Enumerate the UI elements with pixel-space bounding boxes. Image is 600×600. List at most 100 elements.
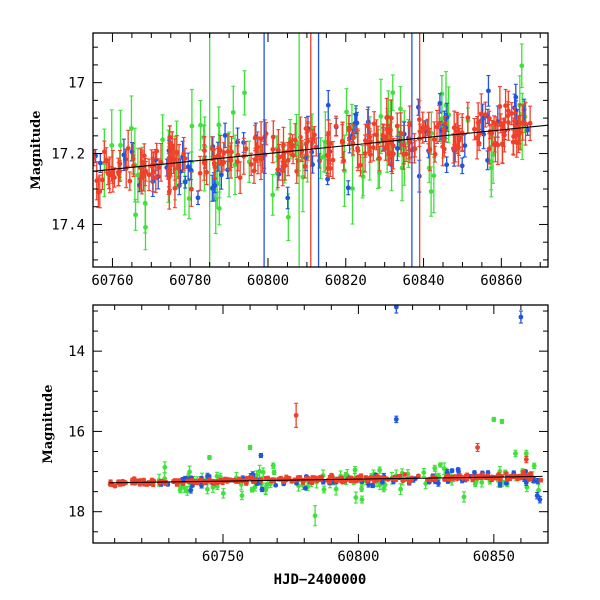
top-red-point [143, 160, 149, 182]
top-y-tick-label: 17.2 [51, 147, 85, 163]
bottom-blue-point [273, 482, 279, 488]
top-ylabel: Magnitude [29, 110, 44, 189]
top-green-point [270, 173, 276, 216]
bottom-red-point [283, 474, 289, 481]
top-red-point [330, 141, 336, 179]
top-data-points [93, 33, 533, 267]
bottom-green-point [270, 462, 276, 469]
bottom-red-point [538, 477, 544, 483]
top-red-point [486, 110, 492, 127]
bottom-ylabel: Magnitude [41, 384, 56, 463]
top-red-point [93, 149, 97, 167]
top-blue-point [325, 90, 331, 121]
top-x-tick-label: 60840 [402, 273, 444, 289]
top-panel: 60760 60780 60800 60820 60840 60860 17 17.2 17.4… [29, 32, 549, 289]
top-green-point [135, 147, 141, 203]
top-red-point [465, 101, 471, 134]
bottom-green-outlier [239, 491, 245, 501]
top-green-point [242, 70, 247, 116]
bottom-red-outlier [293, 402, 299, 428]
bottom-green-point [377, 466, 383, 474]
top-red-point [371, 111, 377, 137]
bottom-y-tick-label: 16 [68, 424, 85, 440]
top-green-point [350, 152, 355, 225]
top-y-tick-label: 17.4 [51, 217, 85, 233]
bottom-green-point [531, 462, 537, 470]
top-red-point [424, 118, 430, 137]
top-red-point [221, 154, 227, 171]
bottom-blue-outlier [393, 415, 399, 424]
top-blue-point [462, 133, 468, 158]
top-red-point [513, 111, 518, 142]
top-red-point [174, 135, 180, 170]
top-red-point [495, 125, 501, 166]
bottom-red-point [503, 471, 509, 476]
bottom-blue-outlier [258, 452, 264, 459]
top-red-point [436, 104, 442, 143]
bottom-green-point [461, 491, 467, 503]
bottom-blue-outlier [393, 305, 399, 314]
top-red-point [497, 86, 503, 127]
bottom-red-point [296, 476, 301, 482]
top-red-point [251, 157, 257, 184]
top-blue-point [97, 153, 103, 173]
top-red-point [237, 161, 243, 194]
bottom-red-outlier [523, 455, 529, 464]
bottom-data-points [107, 305, 544, 527]
top-red-point [313, 137, 319, 157]
bottom-green-point [220, 488, 226, 499]
top-red-point [166, 152, 172, 195]
bottom-red-point [450, 476, 456, 482]
bottom-green-point [432, 464, 438, 472]
bottom-green-outlier [523, 449, 529, 458]
top-green-point [230, 85, 236, 140]
top-red-point [209, 136, 215, 161]
top-red-point [431, 121, 437, 158]
top-red-point [248, 152, 254, 177]
bottom-axes-frame [92, 304, 549, 544]
top-red-point [258, 121, 264, 157]
bottom-green-point [249, 486, 255, 493]
top-red-point [215, 147, 221, 165]
bottom-red-point [236, 477, 242, 483]
bottom-red-point [174, 481, 180, 487]
bottom-red-point [325, 478, 331, 483]
top-red-point [387, 123, 393, 144]
top-red-point [398, 112, 404, 155]
top-red-point [197, 155, 203, 191]
top-red-point [302, 154, 308, 179]
top-red-point [225, 133, 231, 170]
top-red-point [312, 126, 317, 144]
top-red-point [103, 147, 109, 173]
top-red-point [517, 114, 523, 151]
top-red-point [275, 129, 281, 172]
top-red-point [125, 129, 131, 167]
top-red-point [146, 158, 152, 192]
top-red-point [500, 125, 505, 165]
bottom-green-outlier [499, 418, 505, 424]
bottom-y-tick-label: 18 [68, 505, 85, 521]
top-blue-point [459, 157, 465, 175]
bottom-red-point [401, 477, 407, 483]
top-red-point [383, 129, 389, 149]
top-red-point [333, 115, 339, 137]
top-red-point [139, 149, 145, 176]
top-red-point [346, 114, 352, 142]
bottom-green-outlier [312, 505, 318, 527]
top-green-point [360, 144, 365, 199]
bottom-blue-point [504, 480, 509, 486]
top-red-point [280, 146, 286, 187]
top-red-point [486, 133, 492, 165]
bottom-y-tick-label: 14 [68, 344, 85, 360]
bottom-green-point [353, 491, 359, 504]
top-x-tick-label: 60760 [91, 273, 133, 289]
bottom-red-point [112, 483, 118, 489]
top-blue-point [195, 190, 201, 206]
top-blue-point [444, 156, 450, 174]
top-green-point [322, 111, 328, 173]
bottom-green-outlier [207, 454, 212, 461]
bottom-red-point [132, 480, 138, 486]
bottom-green-point [162, 461, 168, 474]
top-red-point [394, 112, 400, 140]
